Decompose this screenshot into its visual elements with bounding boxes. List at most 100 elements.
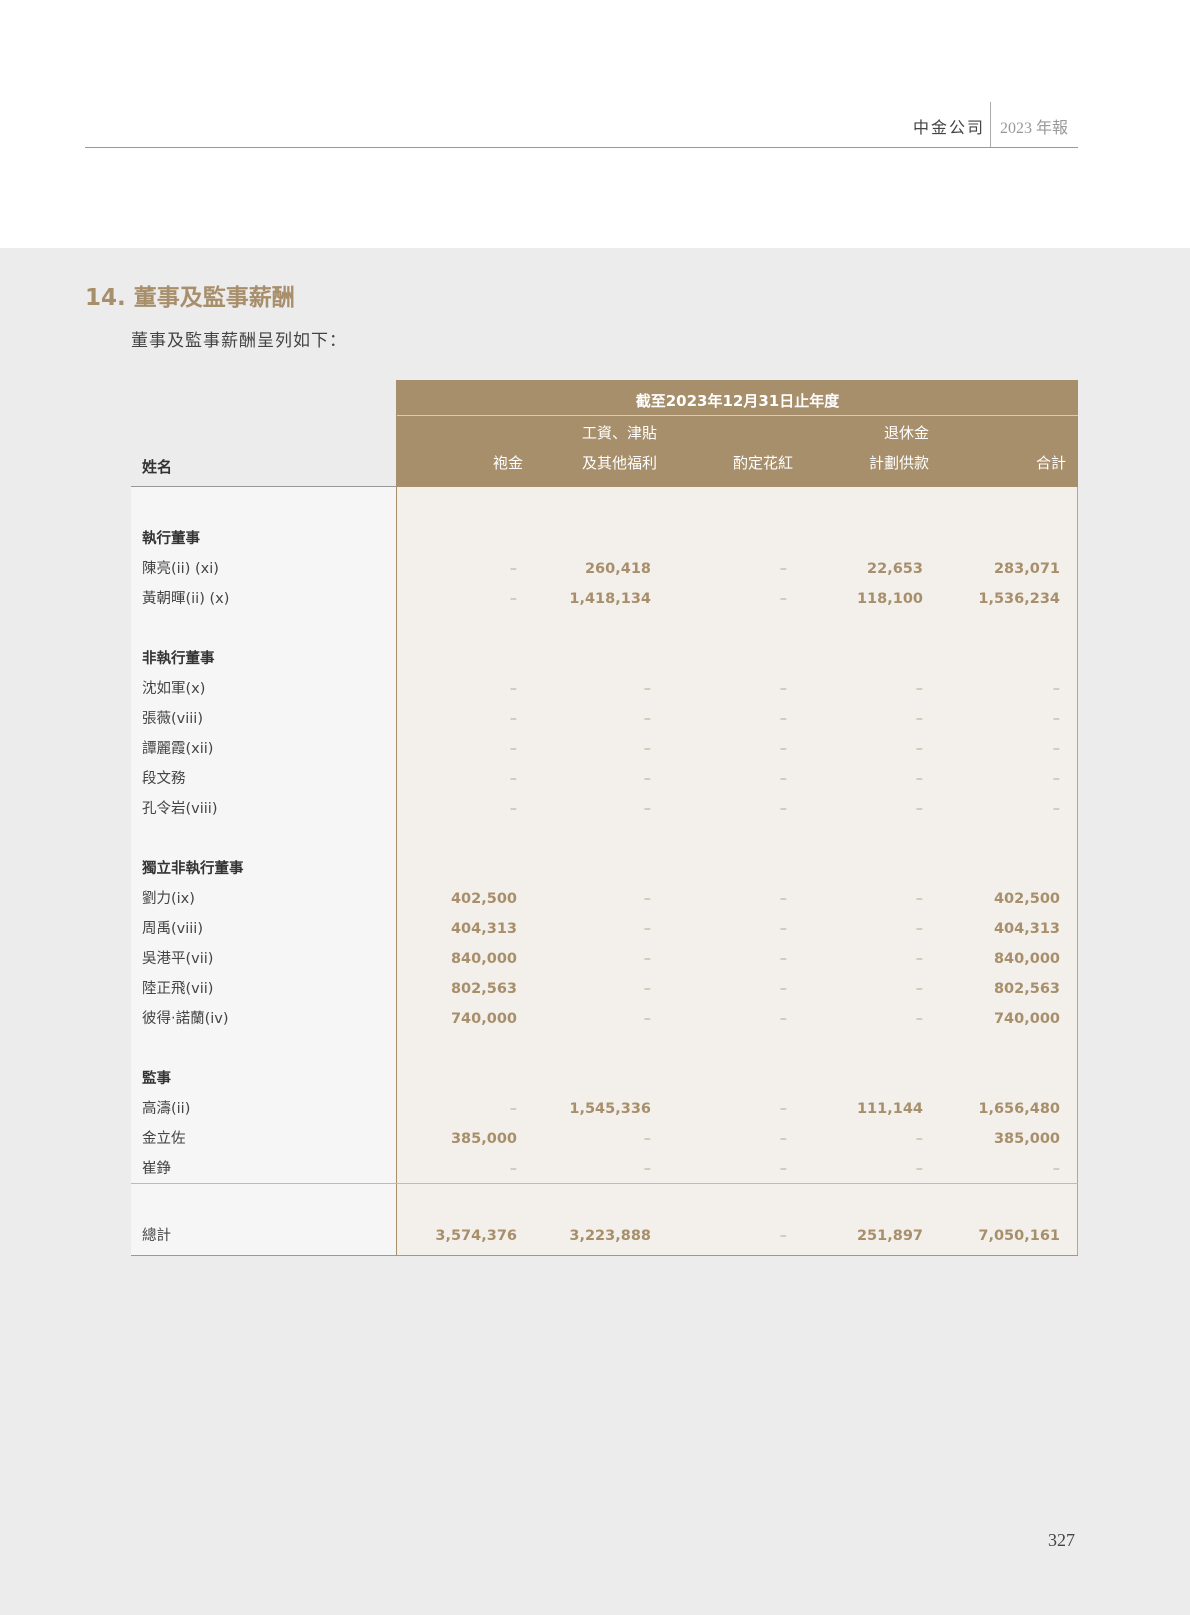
- table-row: 陸正飛(vii) 802,563 – – – 802,563: [131, 974, 1078, 1004]
- header-divider: [397, 415, 1078, 416]
- row-name: 高濤(ii): [142, 1101, 191, 1117]
- cell-col-3: –: [779, 801, 787, 817]
- cell-col-2: –: [643, 771, 651, 787]
- table-row: 張薇(viii) – – – – –: [131, 704, 1078, 734]
- cell-col-2: –: [643, 681, 651, 697]
- row-name: 黃朝暉(ii) (x): [142, 591, 230, 607]
- cell-col-5: 385,000: [993, 1131, 1060, 1147]
- cell-col-4: 111,144: [856, 1101, 923, 1117]
- cell-col-1: –: [509, 561, 517, 577]
- cell-col-1: 802,563: [450, 981, 517, 997]
- row-name: 陳亮(ii) (xi): [142, 561, 219, 577]
- row-name: 孔令岩(viii): [142, 801, 218, 817]
- cell-col-1: –: [509, 1101, 517, 1117]
- cell-col-3: –: [779, 771, 787, 787]
- cell-col-2: 3,223,888: [569, 1228, 651, 1244]
- row-name: 劉力(ix): [142, 891, 195, 907]
- row-name: 周禹(viii): [142, 921, 203, 937]
- section-heading: 非執行董事: [131, 644, 1078, 674]
- cell-col-2: –: [643, 711, 651, 727]
- cell-col-5: –: [1052, 711, 1060, 727]
- bottom-rule: [131, 1255, 1078, 1256]
- period-header: 截至2023年12月31日止年度: [635, 392, 840, 410]
- name-header-rule: [131, 486, 397, 487]
- cell-col-4: –: [915, 981, 923, 997]
- cell-col-2: –: [643, 981, 651, 997]
- cell-col-1: 402,500: [450, 891, 517, 907]
- cell-col-5: 802,563: [993, 981, 1060, 997]
- table-row: 黃朝暉(ii) (x) – 1,418,134 – 118,100 1,536,234: [131, 584, 1078, 614]
- cell-col-4: –: [915, 771, 923, 787]
- cell-col-1: 404,313: [450, 921, 517, 937]
- table-row: 周禹(viii) 404,313 – – – 404,313: [131, 914, 1078, 944]
- cell-col-5: –: [1052, 771, 1060, 787]
- cell-col-4: –: [915, 1131, 923, 1147]
- section-heading: 獨立非執行董事: [131, 854, 1078, 884]
- cell-col-3: –: [779, 741, 787, 757]
- cell-col-2: 1,418,134: [569, 591, 651, 607]
- cell-col-5: 404,313: [993, 921, 1060, 937]
- cell-col-1: –: [509, 741, 517, 757]
- cell-col-5: –: [1052, 801, 1060, 817]
- table-row: 崔錚 – – – – –: [131, 1154, 1078, 1184]
- row-name: 張薇(viii): [142, 711, 203, 727]
- cell-col-1: 3,574,376: [435, 1228, 517, 1244]
- section-heading: 執行董事: [131, 524, 1078, 554]
- header-rule: [85, 147, 1078, 148]
- row-name: 獨立非執行董事: [142, 861, 244, 877]
- table-row: 劉力(ix) 402,500 – – – 402,500: [131, 884, 1078, 914]
- cell-col-4: –: [915, 1161, 923, 1177]
- column-header-4-line1: 退休金: [883, 424, 929, 442]
- row-name: 吳港平(vii): [142, 951, 214, 967]
- intro-text: 董事及監事薪酬呈列如下：: [131, 331, 347, 351]
- cell-col-3: –: [779, 1161, 787, 1177]
- page-number: 327: [1048, 1530, 1075, 1550]
- name-header: 姓名: [142, 458, 173, 476]
- cell-col-1: –: [509, 681, 517, 697]
- row-name: 沈如軍(x): [142, 681, 206, 697]
- cell-col-2: –: [643, 921, 651, 937]
- cell-col-4: –: [915, 681, 923, 697]
- row-name: 總計: [142, 1228, 171, 1244]
- cell-col-5: 7,050,161: [978, 1228, 1060, 1244]
- cell-col-5: 840,000: [993, 951, 1060, 967]
- row-name: 譚麗霞(xii): [142, 741, 214, 757]
- section-heading: 監事: [131, 1064, 1078, 1094]
- data-column-bg: [397, 380, 1078, 1256]
- cell-col-3: –: [779, 891, 787, 907]
- cell-col-5: 1,656,480: [978, 1101, 1060, 1117]
- cell-col-2: –: [643, 801, 651, 817]
- cell-col-3: –: [779, 561, 787, 577]
- cell-col-1: –: [509, 591, 517, 607]
- row-name: 執行董事: [142, 531, 200, 547]
- row-name: 崔錚: [142, 1161, 171, 1177]
- cell-col-3: –: [779, 711, 787, 727]
- cell-col-3: –: [779, 981, 787, 997]
- page-top: [0, 0, 1190, 248]
- cell-col-1: –: [509, 711, 517, 727]
- cell-col-5: 402,500: [993, 891, 1060, 907]
- cell-col-3: –: [779, 591, 787, 607]
- column-header-5-line2: 合計: [1035, 454, 1066, 472]
- section-title: 14. 董事及監事薪酬: [85, 285, 295, 311]
- cell-col-2: –: [643, 891, 651, 907]
- row-name: 陸正飛(vii): [142, 981, 214, 997]
- column-header-1-line2: 袍金: [492, 454, 523, 472]
- cell-col-4: –: [915, 1011, 923, 1027]
- cell-col-2: –: [643, 1161, 651, 1177]
- cell-col-4: –: [915, 741, 923, 757]
- cell-col-5: 740,000: [993, 1011, 1060, 1027]
- column-header-4-line2: 計劃供款: [868, 454, 929, 472]
- cell-col-3: –: [779, 1228, 787, 1244]
- cell-col-2: –: [643, 1131, 651, 1147]
- cell-col-3: –: [779, 951, 787, 967]
- cell-col-2: 1,545,336: [569, 1101, 651, 1117]
- row-name: 金立佐: [142, 1131, 186, 1147]
- header-report: 2023 年報: [1000, 120, 1069, 137]
- table-row: 孔令岩(viii) – – – – –: [131, 794, 1078, 824]
- table-row: 金立佐 385,000 – – – 385,000: [131, 1124, 1078, 1154]
- row-name: 段文務: [142, 771, 186, 787]
- cell-col-4: 251,897: [856, 1228, 923, 1244]
- cell-col-5: –: [1052, 681, 1060, 697]
- table-row: 彼得‧諾蘭(iv) 740,000 – – – 740,000: [131, 1004, 1078, 1034]
